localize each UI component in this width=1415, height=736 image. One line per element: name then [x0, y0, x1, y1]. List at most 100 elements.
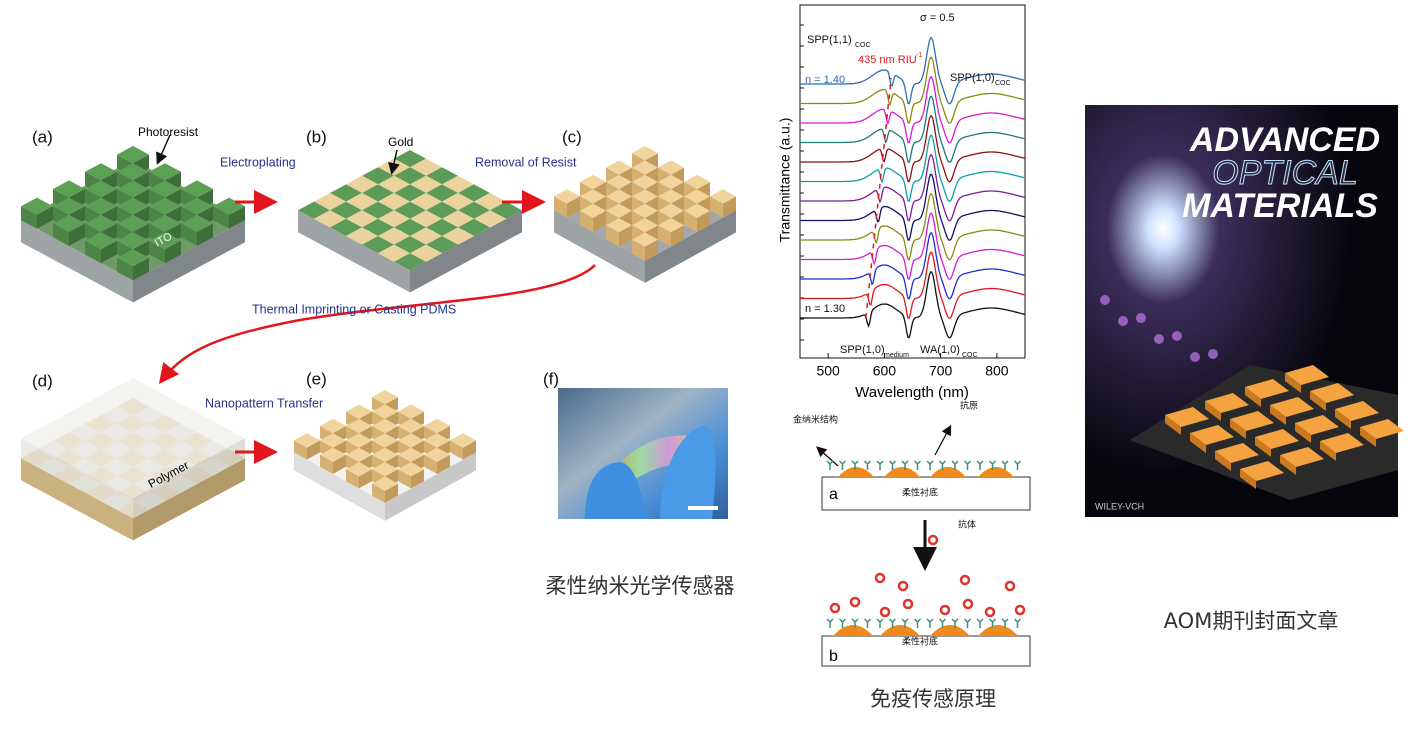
cover-tile: [1245, 379, 1289, 399]
block-top: [580, 174, 606, 190]
antigen: [1001, 618, 1009, 628]
annotation: n = 1.30: [805, 303, 845, 315]
block-side: [333, 454, 346, 474]
block-top: [632, 160, 658, 175]
cover-tile-side: [1270, 405, 1286, 425]
block-side: [580, 210, 593, 232]
block-top: [85, 214, 117, 232]
block-side: [53, 223, 69, 246]
spectrum-curve: [800, 115, 1026, 183]
block-side: [697, 210, 710, 232]
cell: [426, 167, 458, 185]
antigen: [1013, 460, 1022, 470]
board-side: [133, 220, 245, 303]
step-label: Electroplating: [220, 155, 296, 169]
antigen: [988, 618, 997, 628]
cover-particle: [1208, 349, 1218, 359]
antigen: [1001, 460, 1009, 470]
antigen: [951, 618, 959, 628]
cell: [314, 210, 346, 228]
block-top: [149, 214, 181, 232]
antigen: [963, 460, 972, 470]
cover-tile-side: [1165, 415, 1181, 435]
block-side: [645, 239, 658, 261]
block-side: [320, 454, 333, 474]
block-side: [359, 469, 372, 489]
block-top: [372, 390, 398, 405]
block-top: [372, 462, 398, 477]
cell: [362, 167, 394, 185]
block-top: [372, 404, 398, 419]
antigen: [976, 618, 984, 628]
annotation: 抗原: [960, 400, 978, 412]
block-top: [684, 189, 710, 204]
block-top: [117, 163, 149, 181]
cover-particle: [1118, 316, 1128, 326]
cover-particle: [1172, 331, 1182, 341]
annotation: SPP(1,0): [840, 344, 885, 356]
antigen: [926, 618, 934, 628]
x-axis-label: Wavelength (nm): [855, 384, 969, 401]
block-top: [21, 197, 53, 215]
annotation: σ = 0.5: [920, 12, 955, 24]
antigen: [888, 618, 897, 628]
antigen: [1013, 618, 1022, 628]
pointer: [388, 149, 400, 175]
cover-tile-side: [1320, 441, 1336, 461]
substrate: [821, 635, 1031, 667]
block-top: [294, 433, 320, 448]
substrate: [821, 476, 1031, 511]
block-side: [658, 225, 671, 247]
antigen: [851, 460, 859, 470]
step-label: Thermal Imprinting or Casting PDMS: [252, 302, 456, 316]
block-side: [21, 206, 37, 229]
antigen: [876, 618, 884, 628]
antibody: [902, 598, 914, 610]
block-top: [398, 462, 424, 477]
block-side: [450, 440, 463, 460]
cover-particle: [1154, 334, 1164, 344]
block-side: [385, 483, 398, 503]
antibody: [849, 596, 861, 608]
antigen: [876, 460, 884, 470]
cover-tile-side: [1245, 387, 1261, 407]
block-top: [606, 203, 632, 218]
cell: [410, 210, 442, 228]
board-side: [21, 220, 133, 303]
pointer: [816, 446, 839, 467]
block-top: [117, 232, 149, 250]
panel-label: (b): [306, 127, 327, 146]
block-top: [346, 447, 372, 462]
block-side: [463, 440, 476, 460]
panel-label: (d): [32, 371, 53, 390]
cover-tile: [1310, 383, 1354, 403]
cover-tile-side: [1255, 437, 1271, 457]
panel-label: (a): [32, 127, 53, 146]
block-top: [181, 180, 213, 198]
block-top: [149, 197, 181, 215]
cover-tile-side: [1310, 391, 1326, 411]
polymer: [133, 438, 245, 519]
cover-tile-side: [1190, 433, 1206, 453]
spectrum-curve: [800, 56, 1026, 125]
antigen: [901, 618, 909, 628]
cover-particle: [1136, 313, 1146, 323]
spectrum-chart: 500 600 700 800: [799, 4, 1026, 379]
block-top: [85, 180, 117, 198]
antibody: [1004, 580, 1016, 592]
block-top: [53, 214, 85, 232]
board-side: [554, 210, 645, 283]
block-top: [346, 462, 372, 477]
antibody: [897, 580, 909, 592]
antigen: [901, 460, 909, 470]
block-top: [398, 418, 424, 434]
block-side: [593, 210, 606, 232]
y-axis-label: Transmittance (a.u.): [777, 118, 793, 243]
substrate-label: 柔性衬底: [902, 487, 938, 499]
spectrum-curve: [800, 95, 1026, 164]
block-top: [149, 232, 181, 250]
cell: [314, 193, 346, 211]
cover-title: ADVANCED: [1189, 121, 1380, 159]
block-side: [554, 196, 567, 218]
annotation: WA(1,0): [920, 344, 960, 356]
